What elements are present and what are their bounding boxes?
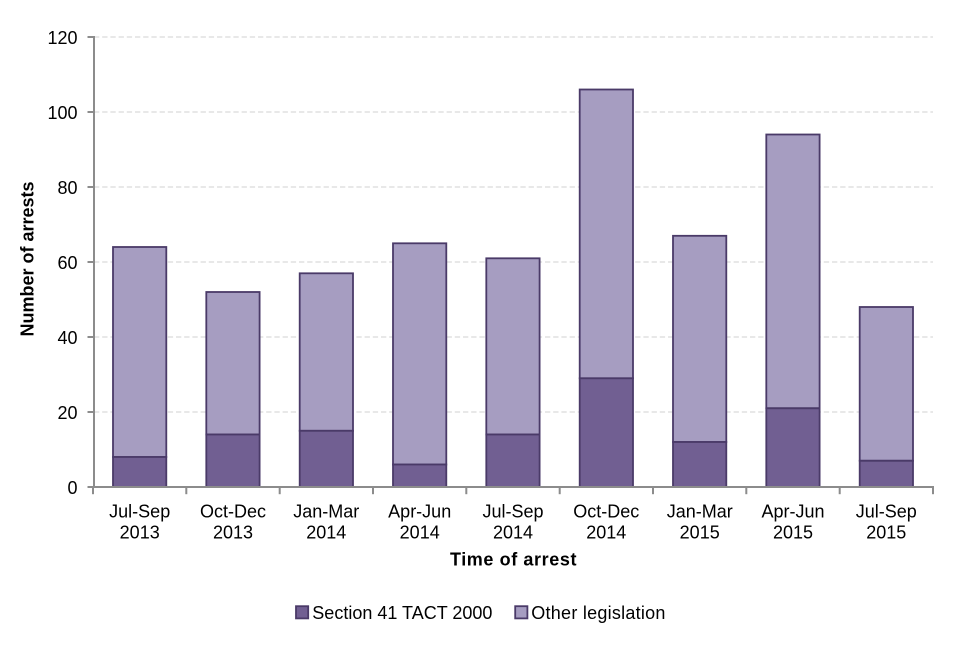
- svg-text:2015: 2015: [866, 523, 906, 543]
- svg-text:2015: 2015: [680, 523, 720, 543]
- svg-text:Oct-Dec: Oct-Dec: [200, 502, 266, 522]
- svg-text:Apr-Jun: Apr-Jun: [388, 502, 451, 522]
- svg-text:60: 60: [57, 253, 77, 273]
- svg-text:Jul-Sep: Jul-Sep: [482, 502, 543, 522]
- svg-text:Jan-Mar: Jan-Mar: [667, 502, 733, 522]
- svg-text:Section 41 TACT 2000: Section 41 TACT 2000: [312, 603, 492, 623]
- svg-text:80: 80: [57, 178, 77, 198]
- svg-text:Jan-Mar: Jan-Mar: [293, 502, 359, 522]
- svg-text:Other legislation: Other legislation: [531, 603, 665, 623]
- svg-text:120: 120: [47, 28, 77, 48]
- svg-text:2014: 2014: [586, 523, 626, 543]
- svg-text:2013: 2013: [213, 523, 253, 543]
- svg-text:Jul-Sep: Jul-Sep: [856, 502, 917, 522]
- svg-text:20: 20: [57, 403, 77, 423]
- svg-text:100: 100: [47, 103, 77, 123]
- svg-text:2013: 2013: [120, 523, 160, 543]
- svg-text:0: 0: [67, 478, 77, 498]
- svg-text:2015: 2015: [773, 523, 813, 543]
- svg-text:Oct-Dec: Oct-Dec: [573, 502, 639, 522]
- svg-text:Time of arrest: Time of arrest: [450, 550, 577, 570]
- svg-text:Apr-Jun: Apr-Jun: [761, 502, 824, 522]
- svg-text:2014: 2014: [306, 523, 346, 543]
- svg-text:2014: 2014: [493, 523, 533, 543]
- svg-text:2014: 2014: [400, 523, 440, 543]
- svg-text:Number of arrests: Number of arrests: [18, 181, 38, 336]
- svg-text:Jul-Sep: Jul-Sep: [109, 502, 170, 522]
- svg-text:40: 40: [57, 328, 77, 348]
